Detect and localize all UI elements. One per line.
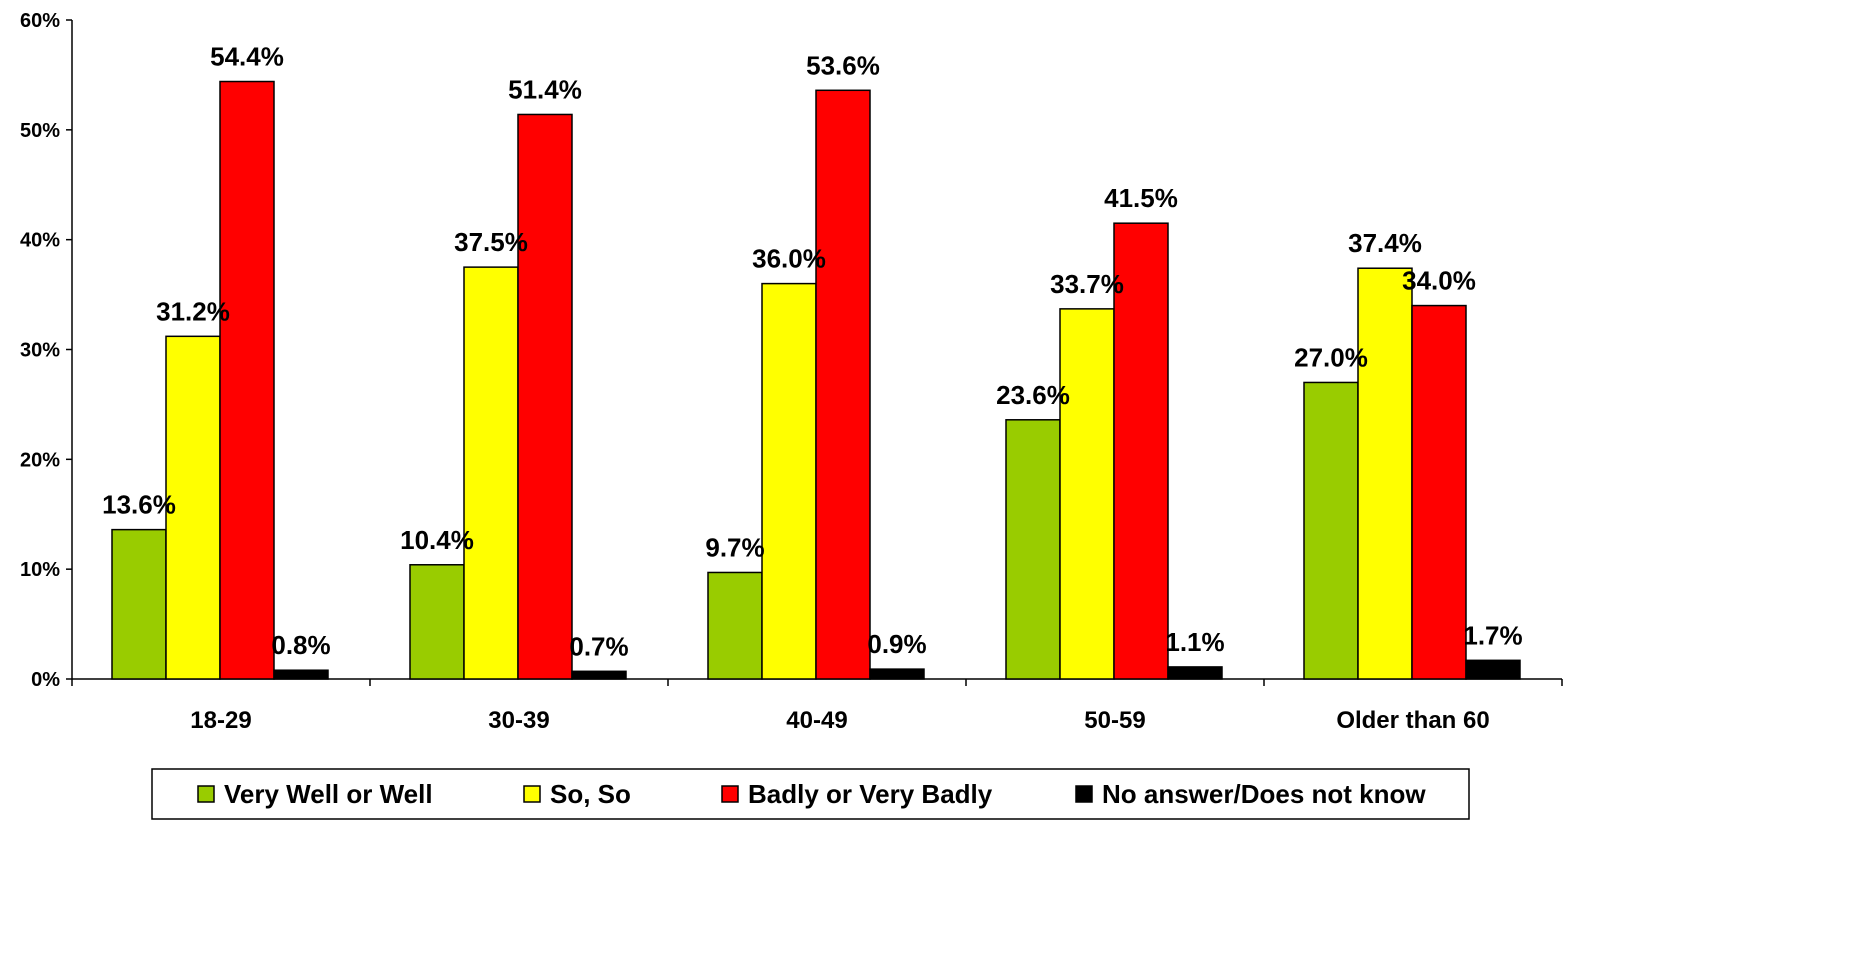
bar-no-answer-does-not-know-4 — [1466, 660, 1520, 679]
data-label: 23.6% — [996, 380, 1070, 410]
bar-no-answer-does-not-know-3 — [1168, 667, 1222, 679]
legend-label: Very Well or Well — [224, 779, 433, 809]
y-tick-label: 40% — [20, 230, 60, 252]
data-label: 36.0% — [752, 244, 826, 274]
data-label: 13.6% — [102, 490, 176, 520]
data-label: 37.4% — [1348, 228, 1422, 258]
y-tick-label: 10% — [20, 559, 60, 581]
y-tick-label: 60% — [20, 10, 60, 32]
bar-so-so-4 — [1358, 268, 1412, 679]
legend-label: So, So — [550, 779, 631, 809]
data-label: 54.4% — [210, 42, 284, 72]
bar-very-well-or-well-3 — [1006, 420, 1060, 679]
data-label: 34.0% — [1402, 266, 1476, 296]
data-label: 9.7% — [705, 532, 764, 562]
bar-badly-or-very-badly-0 — [220, 82, 274, 679]
legend-swatch-1 — [524, 786, 540, 802]
y-tick-label: 30% — [20, 340, 60, 362]
bar-very-well-or-well-1 — [410, 565, 464, 679]
data-label: 53.6% — [806, 50, 880, 80]
data-label: 51.4% — [508, 74, 582, 104]
data-label: 1.1% — [1165, 627, 1224, 657]
bar-very-well-or-well-4 — [1304, 382, 1358, 679]
x-tick-label: 30-39 — [488, 707, 549, 734]
data-label: 0.8% — [271, 630, 330, 660]
legend-swatch-3 — [1076, 786, 1092, 802]
bar-badly-or-very-badly-2 — [816, 90, 870, 679]
data-label: 0.7% — [569, 631, 628, 661]
x-tick-label: 40-49 — [786, 707, 847, 734]
y-tick-label: 20% — [20, 449, 60, 471]
bar-so-so-1 — [464, 267, 518, 679]
data-label: 37.5% — [454, 227, 528, 257]
data-label: 10.4% — [400, 525, 474, 555]
legend-label: No answer/Does not know — [1102, 779, 1426, 809]
data-label: 0.9% — [867, 629, 926, 659]
data-label: 27.0% — [1294, 342, 1368, 372]
chart-legend: Very Well or Well So, So Badly or Very Bad… — [152, 769, 1469, 819]
data-label: 33.7% — [1050, 269, 1124, 299]
bar-so-so-2 — [762, 284, 816, 679]
bar-no-answer-does-not-know-0 — [274, 670, 328, 679]
bar-very-well-or-well-2 — [708, 572, 762, 679]
legend-label: Badly or Very Badly — [748, 779, 993, 809]
x-tick-label: 50-59 — [1084, 707, 1145, 734]
bar-badly-or-very-badly-4 — [1412, 306, 1466, 679]
data-label: 31.2% — [156, 296, 230, 326]
bar-very-well-or-well-0 — [112, 530, 166, 679]
chart-bars — [112, 82, 1520, 679]
bar-no-answer-does-not-know-1 — [572, 671, 626, 679]
x-tick-label: 18-29 — [190, 707, 251, 734]
x-tick-label: Older than 60 — [1336, 707, 1489, 734]
data-label: 41.5% — [1104, 183, 1178, 213]
y-tick-label: 50% — [20, 120, 60, 142]
y-tick-label: 0% — [31, 669, 60, 691]
bar-so-so-3 — [1060, 309, 1114, 679]
bar-badly-or-very-badly-1 — [518, 114, 572, 679]
bar-no-answer-does-not-know-2 — [870, 669, 924, 679]
legend-swatch-2 — [722, 786, 738, 802]
data-label: 1.7% — [1463, 620, 1522, 650]
legend-swatch-0 — [198, 786, 214, 802]
